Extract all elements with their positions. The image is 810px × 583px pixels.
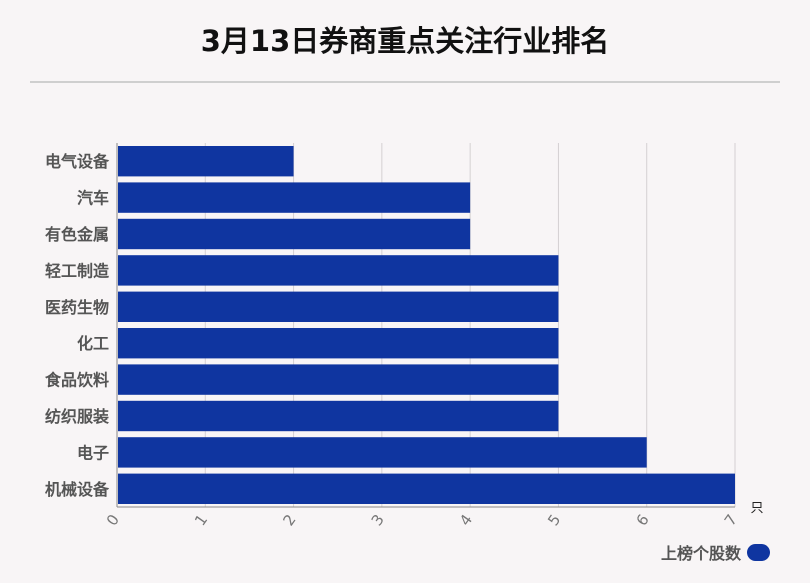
bar — [118, 218, 471, 250]
legend-swatch — [747, 543, 770, 561]
x-tick-label: 1 — [191, 511, 211, 529]
category-label: 化工 — [77, 334, 109, 353]
category-label: 电子 — [77, 443, 109, 462]
x-tick-label: 6 — [633, 511, 653, 529]
x-tick-label: 5 — [544, 511, 564, 529]
category-label: 汽车 — [77, 189, 109, 208]
x-axis-unit: 只 — [750, 501, 763, 516]
bar — [118, 437, 647, 468]
bar — [118, 146, 294, 177]
x-tick-label: 7 — [721, 511, 741, 529]
bar — [118, 400, 559, 432]
bar — [118, 364, 559, 395]
title-divider — [30, 81, 780, 83]
bar — [118, 182, 471, 213]
chart-title: 3月13日券商重点关注行业排名 — [200, 24, 610, 58]
x-tick-label: 3 — [368, 511, 388, 529]
category-label: 纺织服装 — [45, 407, 109, 426]
bar — [118, 473, 735, 504]
category-label: 有色金属 — [45, 225, 109, 244]
legend-label: 上榜个股数 — [660, 544, 741, 563]
category-label: 轻工制造 — [45, 261, 110, 280]
x-tick-label: 2 — [279, 511, 299, 529]
x-tick-label: 0 — [103, 511, 123, 529]
bar — [118, 291, 559, 322]
x-tick-label: 4 — [456, 511, 476, 529]
bar — [118, 328, 559, 359]
bar — [118, 255, 559, 286]
category-label: 医药生物 — [45, 298, 109, 317]
category-label: 食品饮料 — [44, 371, 109, 390]
legend[interactable]: 上榜个股数 — [661, 540, 770, 564]
category-label: 电气设备 — [45, 152, 110, 171]
category-label: 机械设备 — [45, 480, 110, 499]
